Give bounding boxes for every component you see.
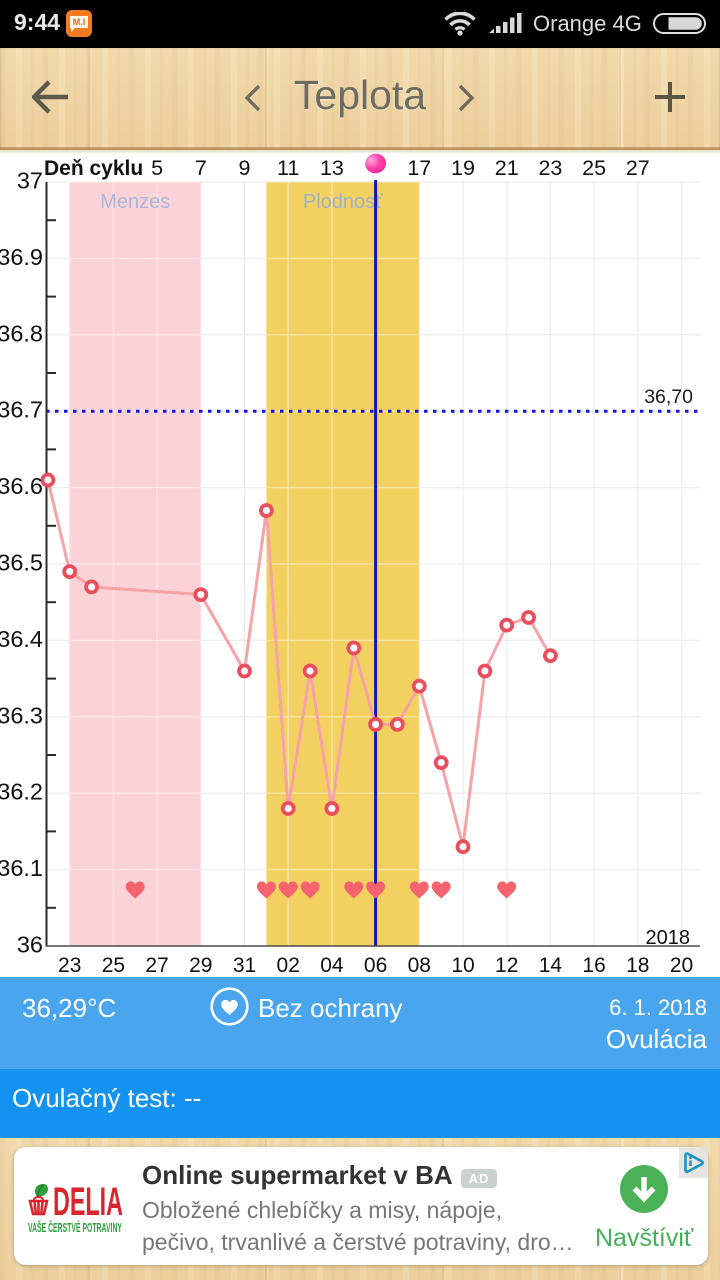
svg-text:25: 25	[102, 954, 125, 977]
svg-text:18: 18	[626, 954, 649, 977]
svg-text:Menzes: Menzes	[100, 191, 170, 213]
svg-text:12: 12	[495, 954, 518, 977]
svg-text:M.I: M.I	[73, 17, 86, 27]
svg-text:Deň cyklu: Deň cyklu	[44, 157, 143, 180]
svg-text:36.9: 36.9	[0, 244, 43, 270]
svg-text:36.7: 36.7	[0, 397, 43, 423]
svg-text:36.2: 36.2	[0, 779, 43, 805]
svg-text:36.5: 36.5	[0, 550, 43, 576]
svg-text:27: 27	[145, 954, 168, 977]
svg-text:36.6: 36.6	[0, 473, 43, 499]
svg-text:04: 04	[320, 954, 344, 977]
svg-text:13: 13	[320, 156, 344, 180]
svg-text:Plodnosť: Plodnosť	[303, 191, 383, 213]
svg-text:14: 14	[539, 954, 563, 977]
svg-text:27: 27	[626, 156, 650, 180]
svg-text:36.8: 36.8	[0, 320, 43, 346]
svg-text:5: 5	[151, 156, 163, 180]
svg-text:25: 25	[582, 156, 606, 180]
svg-text:VAŠE ČERSTVÉ POTRAVINY: VAŠE ČERSTVÉ POTRAVINY	[28, 1220, 122, 1235]
svg-text:23: 23	[58, 954, 81, 977]
svg-text:16: 16	[582, 954, 605, 977]
svg-text:08: 08	[408, 954, 431, 977]
svg-text:29: 29	[189, 954, 212, 977]
svg-text:36,70: 36,70	[644, 386, 693, 408]
svg-text:11: 11	[277, 156, 299, 180]
svg-text:17: 17	[407, 156, 431, 180]
svg-text:21: 21	[495, 156, 519, 180]
svg-text:36.4: 36.4	[0, 626, 43, 652]
svg-text:23: 23	[538, 156, 562, 180]
svg-text:10: 10	[451, 954, 474, 977]
svg-text:20: 20	[670, 954, 693, 977]
svg-text:31: 31	[233, 954, 256, 977]
svg-text:06: 06	[364, 954, 387, 977]
svg-text:36.1: 36.1	[0, 855, 43, 881]
svg-text:2018: 2018	[646, 927, 691, 949]
svg-text:19: 19	[451, 156, 475, 180]
svg-text:DELIA: DELIA	[53, 1183, 123, 1224]
svg-text:7: 7	[195, 156, 207, 180]
svg-text:36.3: 36.3	[0, 702, 43, 728]
svg-text:02: 02	[277, 954, 300, 977]
svg-text:37: 37	[17, 168, 43, 194]
svg-text:36: 36	[17, 932, 43, 958]
svg-text:9: 9	[239, 156, 251, 180]
